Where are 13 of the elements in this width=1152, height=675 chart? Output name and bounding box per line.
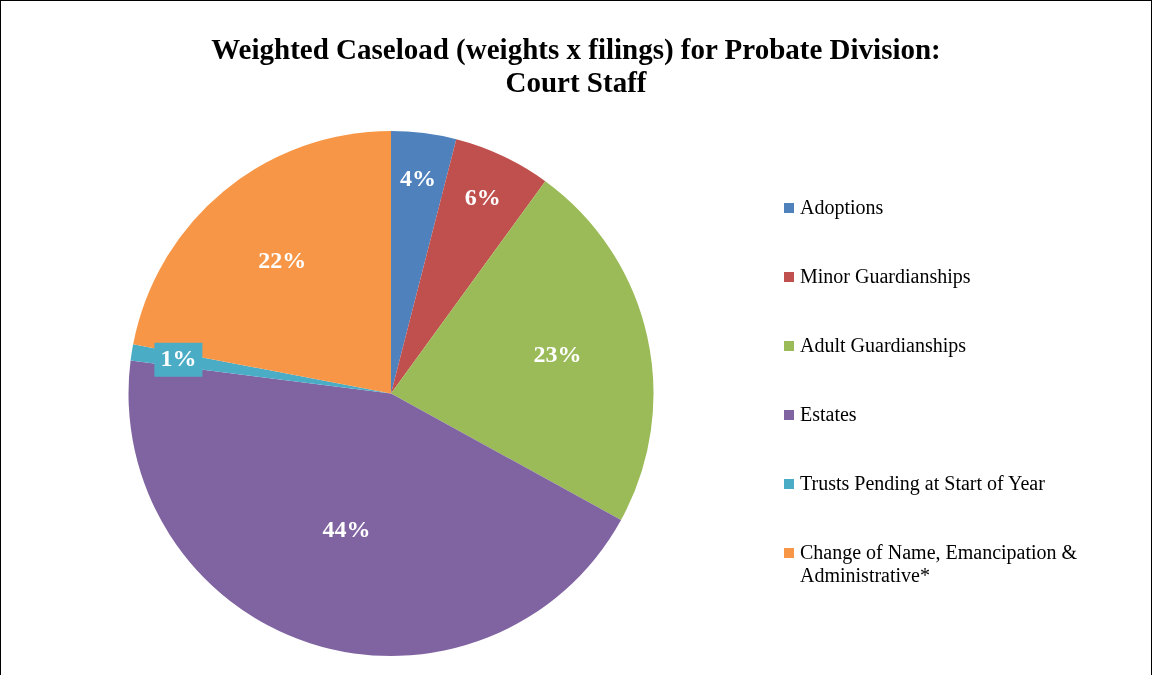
chart-title: Weighted Caseload (weights x filings) for Probate Division: Court Staff	[210, 33, 942, 99]
data-label: 44%	[322, 516, 371, 543]
data-label: 6%	[464, 183, 501, 210]
legend-label: Estates	[800, 403, 857, 426]
data-label: 4%	[399, 165, 436, 192]
legend-label: Adult Guardianships	[800, 334, 967, 357]
data-label: 23%	[533, 341, 582, 368]
legend-label: Adoptions	[800, 196, 884, 219]
legend-label: Trusts Pending at Start of Year	[800, 472, 1045, 495]
legend-label: Change of Name, Emancipation & Administrative*	[800, 541, 1079, 587]
data-label: 1%	[160, 345, 197, 372]
data-label: 22%	[258, 247, 307, 274]
legend-label: Minor Guardianships	[800, 265, 971, 288]
